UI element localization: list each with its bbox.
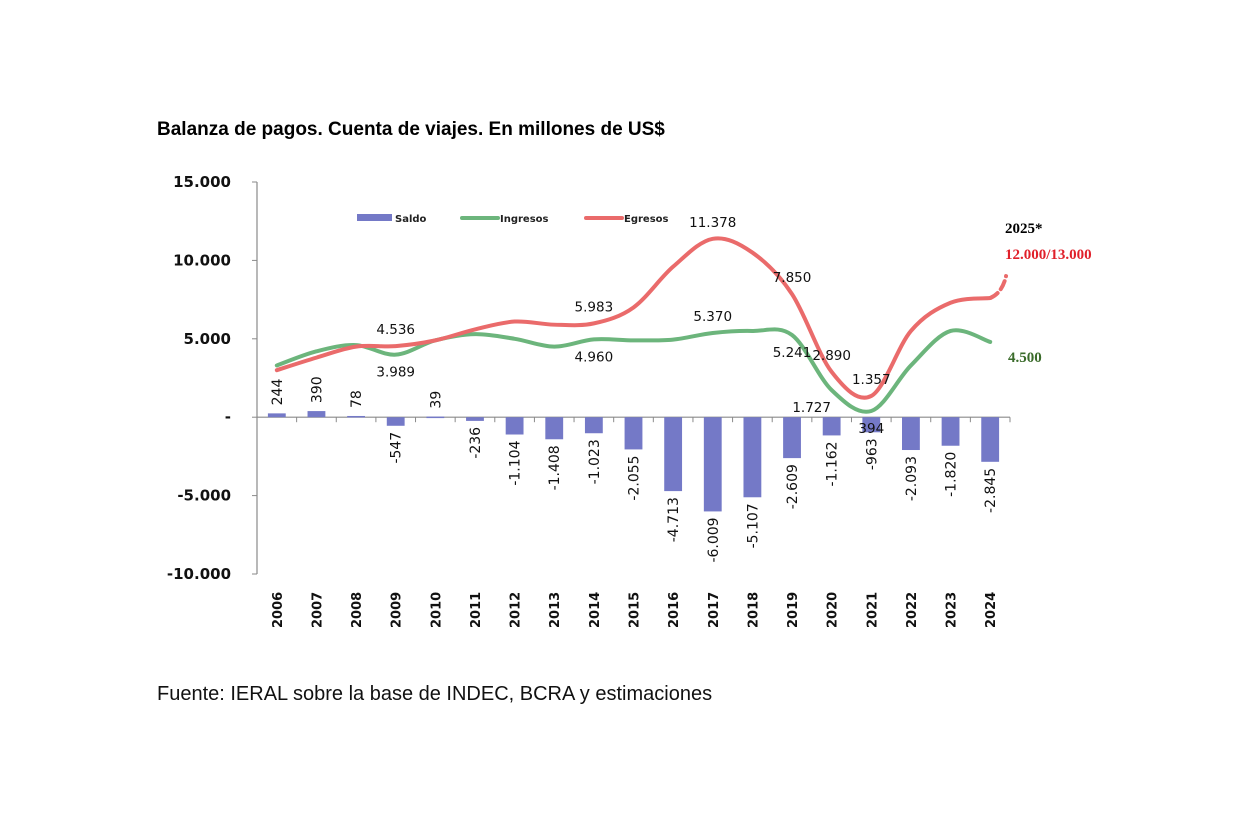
line-egresos	[274, 236, 993, 400]
saldo-bar-label: -1.162	[825, 441, 841, 486]
saldo-bar	[862, 417, 881, 433]
egresos-point-label: 7.850	[773, 270, 812, 286]
saldo-bar-label: -5.107	[745, 503, 761, 548]
egresos-projection-line	[988, 274, 1009, 301]
egresos-point-label: 2.890	[812, 348, 851, 364]
saldo-bars	[267, 411, 1000, 512]
saldo-bar-label: -2.609	[785, 464, 801, 509]
ingresos-point-label: 4.960	[575, 349, 614, 365]
legend-item-ingresos: Ingresos	[460, 214, 549, 225]
egresos-point-label: 1.357	[852, 372, 891, 388]
data-labels: 244 390 78 -547 39 -236 -1.104 -1.408 -1.023 -2.0…	[270, 215, 999, 563]
saldo-bar	[703, 417, 722, 512]
x-tick-label: 2017	[707, 592, 722, 628]
saldo-bar	[545, 417, 564, 440]
saldo-bar-label: -1.820	[944, 452, 960, 497]
x-tick-label: 2022	[905, 592, 920, 628]
y-tick-label: 15.000	[173, 173, 231, 191]
projection-year-label: 2025*	[1005, 221, 1043, 237]
saldo-bar-label: 39	[428, 391, 444, 409]
series-lines	[274, 236, 993, 414]
x-tick-label: 2023	[945, 592, 960, 628]
saldo-bar	[624, 417, 643, 450]
saldo-bar	[426, 416, 445, 419]
saldo-bar	[584, 417, 603, 434]
saldo-bar	[822, 417, 841, 436]
saldo-bar-label: -963	[864, 438, 880, 470]
x-tick-label: 2018	[746, 592, 761, 628]
ingresos-point-label: 3.989	[376, 365, 415, 381]
saldo-bar	[386, 417, 405, 426]
saldo-bar-label: -2.055	[627, 455, 643, 500]
saldo-bar	[902, 417, 920, 451]
legend-item-saldo: Saldo	[357, 214, 427, 225]
y-tick-label: -10.000	[167, 565, 231, 583]
x-tick-label: 2016	[667, 592, 682, 628]
saldo-bar	[743, 417, 762, 498]
axes: 15.000 10.000 5.000 - -5.000 -10.000 2006 2007 2…	[167, 173, 1011, 628]
line-ingresos	[274, 327, 993, 414]
ingresos-point-label: 5.241	[773, 345, 812, 361]
legend: Saldo Ingresos Egresos	[357, 214, 669, 225]
ingresos-point-label: 394	[858, 421, 884, 437]
saldo-bar	[783, 417, 801, 459]
legend-label: Saldo	[395, 214, 427, 225]
legend-item-egresos: Egresos	[584, 214, 669, 225]
x-tick-label: 2021	[865, 592, 880, 628]
saldo-bar-label: -2.093	[904, 456, 920, 501]
x-tick-label: 2007	[310, 592, 325, 628]
saldo-bar	[505, 417, 524, 435]
egresos-point-label: 5.983	[575, 299, 614, 315]
x-tick-label: 2010	[429, 592, 444, 628]
egresos-point-label: 11.378	[689, 215, 736, 231]
saldo-bar-label: -1.408	[547, 445, 563, 490]
egresos-projection-label: 12.000/13.000	[1005, 247, 1092, 263]
saldo-bar-label: -1.023	[587, 439, 603, 484]
legend-label: Ingresos	[500, 214, 549, 225]
y-tick-label: -5.000	[177, 487, 231, 505]
x-tick-label: 2024	[984, 592, 999, 628]
saldo-bar	[267, 413, 286, 418]
ingresos-point-label: 1.727	[792, 400, 831, 416]
x-tick-label: 2019	[786, 592, 801, 628]
saldo-bar-label: 390	[309, 376, 325, 403]
saldo-bar-label: -547	[389, 432, 405, 464]
x-tick-label: 2006	[271, 592, 286, 628]
saldo-bar	[941, 417, 960, 446]
saldo-bar-label: -1.104	[508, 440, 524, 485]
legend-swatch	[357, 214, 392, 221]
saldo-bar	[466, 417, 484, 421]
x-tick-label: 2013	[548, 592, 563, 628]
ingresos-point-label: 5.370	[693, 309, 732, 325]
saldo-bar	[307, 411, 326, 418]
chart-title: Balanza de pagos. Cuenta de viajes. En m…	[157, 119, 665, 140]
y-tick-label: 10.000	[173, 251, 231, 269]
y-tick-label: 5.000	[184, 330, 231, 348]
x-tick-label: 2012	[509, 592, 524, 628]
x-tick-label: 2015	[628, 592, 643, 628]
saldo-bar-label: 78	[349, 390, 365, 408]
saldo-bar	[347, 415, 365, 418]
saldo-bar-label: 244	[270, 379, 286, 406]
saldo-bar	[664, 417, 683, 492]
x-tick-label: 2014	[588, 592, 603, 628]
saldo-bar-label: -4.713	[666, 497, 682, 542]
y-tick-label: -	[225, 408, 231, 426]
saldo-bar-label: -236	[468, 427, 484, 459]
x-tick-label: 2020	[826, 592, 841, 628]
egresos-point-label: 4.536	[376, 322, 415, 338]
legend-label: Egresos	[624, 214, 669, 225]
projection-2025: 2025* 12.000/13.000 4.500	[988, 221, 1092, 366]
source-note: Fuente: IERAL sobre la base de INDEC, BC…	[157, 683, 713, 705]
saldo-bar-label: -2.845	[983, 468, 999, 513]
saldo-bar-label: -6.009	[706, 517, 722, 562]
x-tick-label: 2008	[350, 592, 365, 628]
saldo-bar	[981, 417, 1000, 462]
x-tick-label: 2011	[469, 592, 484, 628]
x-tick-label: 2009	[390, 592, 405, 628]
ingresos-projection-label: 4.500	[1008, 350, 1042, 366]
